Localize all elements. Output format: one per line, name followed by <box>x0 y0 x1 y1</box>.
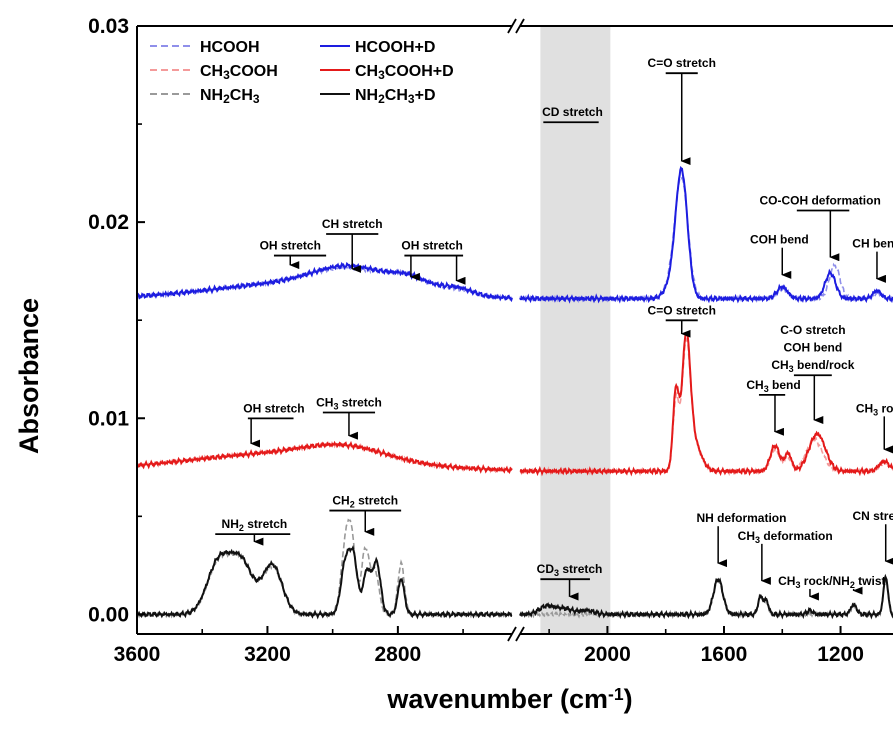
annotation-label: C=O stretch <box>648 303 716 317</box>
y-tick-label: 0.03 <box>88 15 129 38</box>
annotation-label: CD stretch <box>542 105 603 119</box>
annotation-label: NH2 stretch <box>222 517 288 533</box>
annotation-label: CH3 stretch <box>316 395 382 411</box>
x-tick-label: 1600 <box>701 643 748 666</box>
legend-entry: HCOOH+D <box>320 39 435 56</box>
legend-label: CH3COOH <box>200 63 278 82</box>
annotation-label: CO-COH deformation <box>759 193 880 207</box>
series-line-5-segment-0 <box>137 544 513 620</box>
series-line-5-segment-1 <box>519 573 893 620</box>
annotation-7: CD stretch <box>542 105 603 124</box>
legend: HCOOH HCOOH+D CH3COOH CH3COOH+D NH2CH3 NH2CH3… <box>150 39 454 106</box>
axis-layer: 0.00 0.01 0.02 0.03 3600 3200 2800 2000 1600 1200 <box>88 15 893 666</box>
annotation-19: NH deformation <box>696 511 786 568</box>
annotation-5: NH2 stretch <box>215 517 291 546</box>
legend-entry: CH3COOH <box>150 63 278 82</box>
legend-label: HCOOH+D <box>355 39 435 56</box>
series-line-1-segment-1 <box>519 165 893 304</box>
annotation-17: CH3 bend <box>746 378 801 436</box>
series-line-3-segment-0 <box>136 440 513 475</box>
annotation-label: CH stretch <box>322 217 383 231</box>
legend-label: HCOOH <box>200 39 260 56</box>
axis-break-mark <box>507 18 525 34</box>
annotation-14: C-O stretch <box>780 323 845 337</box>
x-tick-label: 3600 <box>114 643 161 666</box>
axis-break-mark <box>507 626 525 642</box>
annotation-18: CH3 rock <box>856 401 893 454</box>
legend-entry: NH2CH3+D <box>320 87 436 106</box>
annotation-11: COH bend <box>750 233 809 279</box>
annotation-label: CN stretch <box>852 509 893 523</box>
series-line-3-segment-1 <box>519 331 893 477</box>
x-tick-label: 2000 <box>584 643 631 666</box>
series-line-1-segment-0 <box>136 261 513 303</box>
legend-entry: HCOOH <box>150 39 260 56</box>
series-line-0-segment-0 <box>136 264 513 301</box>
annotation-label: OH stretch <box>243 401 304 415</box>
annotation-6: CH2 stretch <box>329 494 402 536</box>
x-tick-label: 2800 <box>375 643 422 666</box>
y-tick-label: 0.01 <box>88 407 129 430</box>
annotation-1: CH stretch <box>322 217 383 274</box>
series-line-4-segment-0 <box>136 518 513 619</box>
annotation-label: CH3 bend <box>746 378 800 394</box>
annotation-15: COH bend <box>784 341 843 355</box>
annotation-label: NH deformation <box>696 511 786 525</box>
annotation-4: CH3 stretch <box>316 395 382 440</box>
annotation-label: CH3 rock <box>856 401 893 417</box>
annotation-label: CH2 stretch <box>332 494 398 510</box>
annotation-3: OH stretch <box>243 401 305 448</box>
annotation-9: C=O stretch <box>648 56 716 166</box>
y-tick-label: 0.00 <box>88 603 129 626</box>
annotation-label: C=O stretch <box>648 56 716 70</box>
annotation-label: C-O stretch <box>780 323 845 337</box>
annotation-12: CO-COH deformation <box>759 193 881 262</box>
shaded-region-layer <box>540 26 611 634</box>
annotation-label: COH bend <box>750 233 809 247</box>
annotation-label: CH3 rock/NH2 twist <box>778 574 885 590</box>
annotation-22: CN stretch <box>852 509 893 566</box>
x-tick-label: 3200 <box>244 643 291 666</box>
legend-entry: NH2CH3 <box>150 87 260 106</box>
series-layer <box>136 165 893 620</box>
annotation-label: CH3 deformation <box>738 529 833 545</box>
x-axis-label: wavenumber (cm-1) <box>386 684 632 714</box>
annotation-label: CH bend <box>852 237 893 251</box>
annotation-16: CH3 bend/rock <box>771 358 855 425</box>
y-axis-label: Absorbance <box>14 298 44 454</box>
legend-label: NH2CH3 <box>200 87 260 106</box>
annotation-8: CD3 stretch <box>537 562 603 601</box>
legend-label: CH3COOH+D <box>355 63 454 82</box>
annotation-label: OH stretch <box>260 239 321 253</box>
annotation-label: COH bend <box>784 341 843 355</box>
annotation-20: CH3 deformation <box>738 529 833 585</box>
annotation-2: OH stretch <box>401 239 466 285</box>
y-tick-label: 0.02 <box>88 211 129 234</box>
annotation-10: C=O stretch <box>648 303 716 338</box>
x-tick-label: 1200 <box>817 643 864 666</box>
annotation-label: OH stretch <box>401 239 462 253</box>
annotation-label: CD3 stretch <box>537 562 603 578</box>
legend-entry: CH3COOH+D <box>320 63 454 82</box>
annotation-21: CH3 rock/NH2 twist <box>778 574 886 601</box>
legend-label: NH2CH3+D <box>355 87 436 106</box>
annotation-13: CH bend <box>852 237 893 283</box>
annotation-0: OH stretch <box>260 239 327 270</box>
cd-stretch-shaded-region <box>540 26 611 634</box>
annotation-label: CH3 bend/rock <box>771 358 854 374</box>
